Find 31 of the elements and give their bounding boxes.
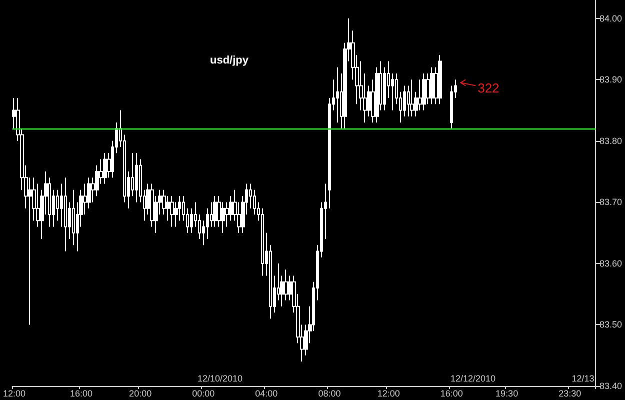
candlestick <box>422 73 426 111</box>
x-tick-label: 16:00 <box>70 388 92 398</box>
y-tick-label: 83.70 <box>599 197 622 208</box>
annotation: 12/10/2010 <box>197 374 243 384</box>
x-tick-label: 20:00 <box>129 388 152 398</box>
x-tick-label: 04:00 <box>255 388 278 398</box>
annotation: 322 <box>478 80 500 96</box>
candlestick <box>213 196 217 228</box>
candlestick <box>103 152 107 184</box>
y-tick-label: 83.90 <box>599 74 622 85</box>
x-tick-label: 12:00 <box>2 388 26 398</box>
candlestick <box>430 66 434 105</box>
candlestick <box>438 54 442 105</box>
y-tick-label: 83.40 <box>599 381 622 391</box>
x-tick-label: 19:30 <box>496 388 518 398</box>
candlestick <box>135 152 138 203</box>
y-tick-label: 83.80 <box>599 136 622 146</box>
x-tick-label: 08:00 <box>318 388 341 398</box>
annotation: 12/12/2010 <box>450 374 496 384</box>
y-tick-label: 84.00 <box>599 13 622 24</box>
candlestick <box>410 79 414 117</box>
x-tick-label: 00:00 <box>192 388 215 398</box>
annotation: 12/13 <box>572 374 594 384</box>
x-tick-label: 16:00 <box>440 388 463 398</box>
candlestick <box>64 177 67 252</box>
x-tick-label: 12:00 <box>377 388 400 398</box>
y-tick-label: 83.60 <box>599 258 622 268</box>
x-tick-label: 23:30 <box>558 388 582 398</box>
candlestick <box>170 196 174 228</box>
text: usd/jpy <box>210 54 250 66</box>
y-tick-label: 83.50 <box>599 320 622 330</box>
